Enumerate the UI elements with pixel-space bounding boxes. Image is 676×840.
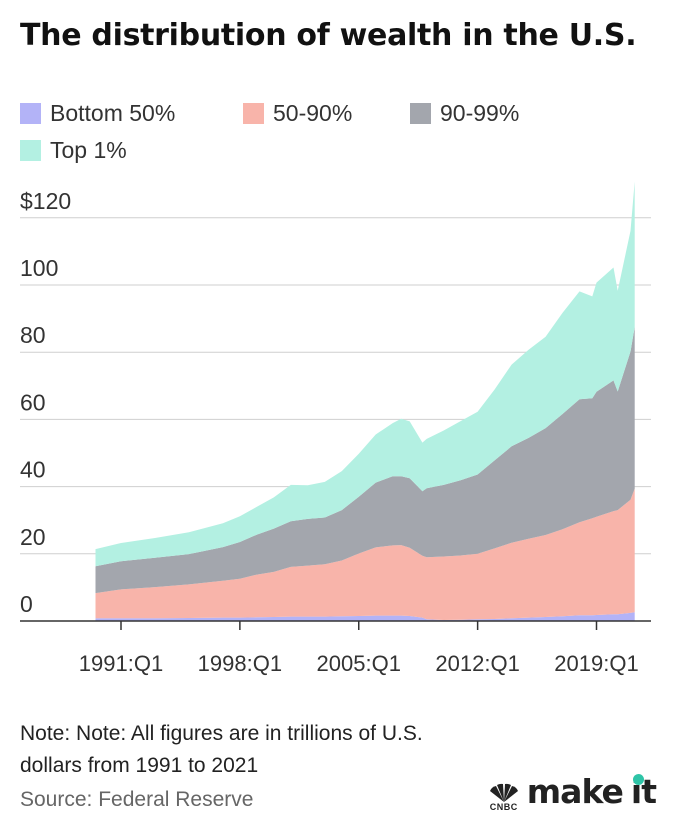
legend-item-50-90: 50-90% [243,100,352,127]
legend-swatch-50-90 [243,103,264,124]
x-tick-label-1998-Q1: 1998:Q1 [198,651,282,676]
area-series-top-1 [95,181,635,567]
x-tick-label-1991-Q1: 1991:Q1 [79,651,163,676]
legend-item-90-99: 90-99% [410,100,519,127]
legend-swatch-90-99 [410,103,431,124]
make-it-wordmark: make it [526,772,657,812]
brand-word-make: make [526,772,624,811]
y-tick-label-100: 100 [20,255,58,281]
y-tick-label-120: $120 [20,188,71,214]
area-series-bottom-50 [95,612,635,621]
legend-item-bottom-50: Bottom 50% [20,100,175,127]
legend-label-bottom-50: Bottom 50% [50,100,176,126]
x-tick-label-2012-Q1: 2012:Q1 [435,651,519,676]
chart-source: Source: Federal Reserve [20,788,254,811]
legend-label-top-1: Top 1% [50,137,127,163]
cnbc-wordmark: CNBC [489,802,518,812]
legend-label-90-99: 90-99% [440,100,520,126]
area-series-90-99 [95,327,635,594]
y-tick-label-20: 20 [20,524,46,550]
y-tick-label-60: 60 [20,389,46,415]
brand-logo: CNBC make it [487,772,657,812]
chart-note: Note: Note: All figures are in trillions… [20,722,423,777]
chart-title: The distribution of wealth in the U.S. [20,18,637,53]
legend-swatch-top-1 [20,140,41,161]
area-series-50-90 [95,488,635,620]
x-tick-label-2005-Q1: 2005:Q1 [317,651,401,676]
wealth-area-chart: 0 20 40 60 80 100 $120 1991:Q1 1998:Q1 2005:Q1 201… [20,181,651,676]
brand-word-it-wrap: it [631,772,657,812]
x-tick-label-2019-Q1: 2019:Q1 [554,651,638,676]
y-tick-label-80: 80 [20,322,46,348]
y-tick-label-0: 0 [20,591,33,617]
y-tick-label-40: 40 [20,457,46,483]
legend-item-top-1: Top 1% [20,137,127,164]
brand-dot [632,774,644,785]
cnbc-mark: CNBC [487,783,521,812]
legend-swatch-bottom-50 [20,103,41,124]
legend-label-50-90: 50-90% [273,100,353,126]
peacock-icon [489,783,518,802]
